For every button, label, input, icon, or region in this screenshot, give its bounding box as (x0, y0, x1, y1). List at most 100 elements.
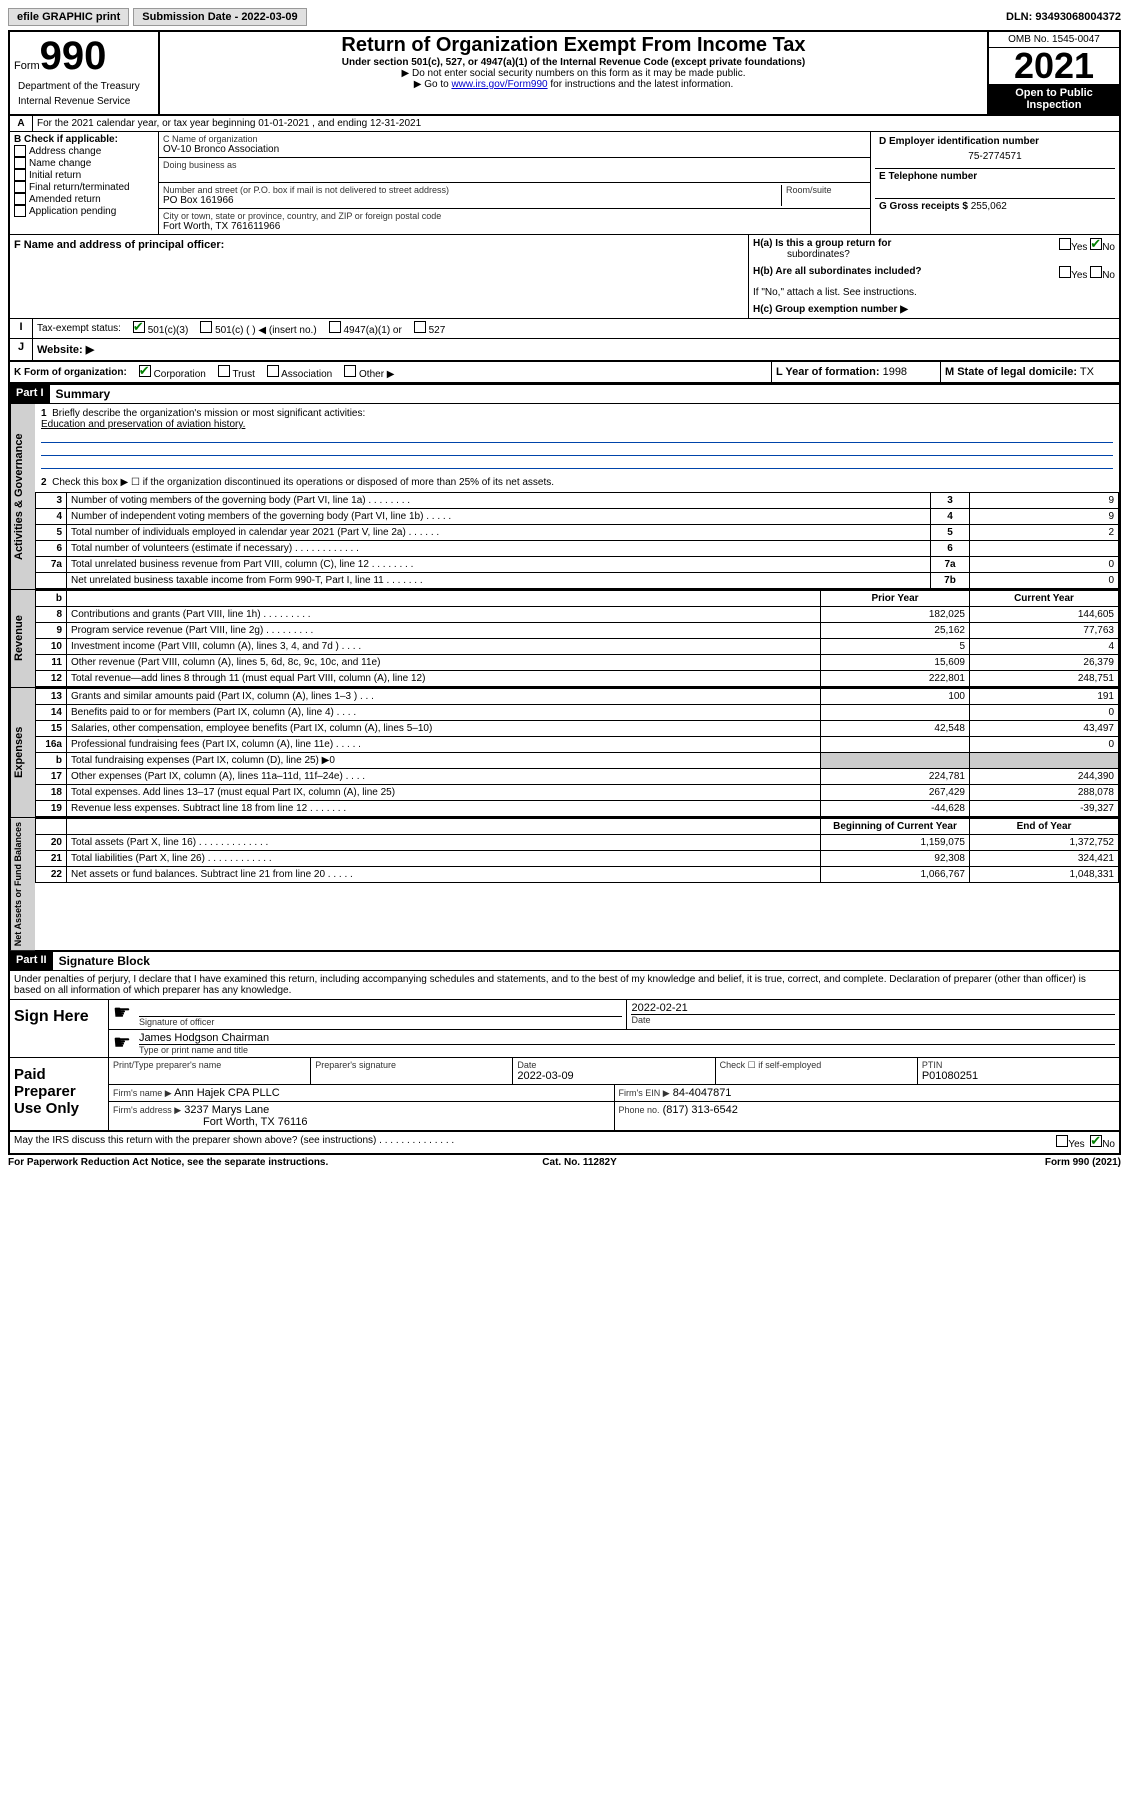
vert-rev: Revenue (10, 590, 35, 687)
cb-final-return[interactable] (14, 181, 26, 193)
box-k-label: K Form of organization: (14, 367, 127, 378)
irs-label: Internal Revenue Service (14, 94, 154, 109)
org-address: PO Box 161966 (163, 195, 781, 206)
firm-addr2: Fort Worth, TX 76116 (113, 1116, 308, 1128)
opt-name-change: Name change (29, 158, 91, 169)
blank-line (41, 456, 1113, 469)
box-e-label: E Telephone number (879, 171, 1111, 182)
year-formation: 1998 (883, 366, 907, 378)
discuss-no-label: No (1102, 1139, 1115, 1150)
tax-year: 2021 (989, 48, 1119, 84)
addr-label: Number and street (or P.O. box if mail i… (163, 185, 781, 195)
line1-label: Briefly describe the organization's miss… (52, 408, 365, 419)
instr-goto-pre: ▶ Go to (414, 79, 452, 90)
cb-amended[interactable] (14, 193, 26, 205)
opt-address-change: Address change (29, 146, 101, 157)
form990-link[interactable]: www.irs.gov/Form990 (451, 79, 547, 90)
box-c-name-label: C Name of organization (163, 134, 866, 144)
ha-sub: subordinates? (753, 249, 850, 260)
efile-button[interactable]: efile GRAPHIC print (8, 8, 129, 26)
hb-yes[interactable] (1059, 266, 1071, 278)
hc-label: H(c) Group exemption number ▶ (749, 301, 1119, 318)
opt-trust: Trust (232, 369, 254, 380)
cb-address-change[interactable] (14, 145, 26, 157)
city-label: City or town, state or province, country… (163, 211, 866, 221)
cb-4947[interactable] (329, 321, 341, 333)
pointer-icon: ☛ (109, 1030, 135, 1057)
box-d-label: D Employer identification number (879, 136, 1111, 147)
opt-4947: 4947(a)(1) or (343, 325, 401, 336)
vert-exp: Expenses (10, 688, 35, 817)
pra-notice: For Paperwork Reduction Act Notice, see … (8, 1157, 328, 1168)
officer-name: James Hodgson Chairman (139, 1032, 1115, 1044)
cb-other[interactable] (344, 365, 356, 377)
ha-no-label: No (1102, 242, 1115, 253)
hb-no-label: No (1102, 270, 1115, 281)
box-b-label: B Check if applicable: (14, 134, 154, 145)
dln-text: DLN: 93493068004372 (1006, 11, 1121, 23)
opt-assoc: Association (281, 369, 332, 380)
opt-501c: 501(c) ( ) ◀ (insert no.) (215, 325, 317, 336)
ptin-label: PTIN (922, 1060, 1115, 1070)
tax-exempt-label: Tax-exempt status: (37, 323, 121, 334)
hb-note: If "No," attach a list. See instructions… (749, 284, 1119, 301)
prep-date: 2022-03-09 (517, 1070, 710, 1082)
officer-sub: Type or print name and title (139, 1044, 1115, 1055)
cb-name-change[interactable] (14, 157, 26, 169)
discuss-no[interactable] (1090, 1135, 1102, 1147)
hb-yes-label: Yes (1071, 270, 1087, 281)
phone-label: Phone no. (619, 1105, 660, 1115)
firm-addr1: 3237 Marys Lane (184, 1104, 269, 1116)
phone-value: (817) 313-6542 (663, 1104, 738, 1116)
line1-text: Education and preservation of aviation h… (41, 419, 245, 430)
firm-ein: 84-4047871 (673, 1087, 732, 1099)
form-word: Form (14, 60, 40, 72)
opt-corp: Corporation (154, 369, 206, 380)
instr-ssn: ▶ Do not enter social security numbers o… (166, 68, 981, 79)
cb-app-pending[interactable] (14, 205, 26, 217)
self-emp-label: Check ☐ if self-employed (720, 1060, 913, 1071)
prep-name-label: Print/Type preparer's name (113, 1060, 306, 1070)
sign-here-label: Sign Here (10, 1000, 109, 1057)
cb-corp[interactable] (139, 365, 151, 377)
dept-treasury: Department of the Treasury (14, 79, 154, 94)
discuss-text: May the IRS discuss this return with the… (14, 1135, 1056, 1150)
sig-officer-label: Signature of officer (139, 1017, 623, 1027)
cb-trust[interactable] (218, 365, 230, 377)
prep-date-label: Date (517, 1060, 710, 1070)
discuss-yes-label: Yes (1068, 1139, 1084, 1150)
ha-no[interactable] (1090, 238, 1102, 250)
instr-goto-post: for instructions and the latest informat… (548, 79, 734, 90)
subtitle: Under section 501(c), 527, or 4947(a)(1)… (166, 57, 981, 68)
open-public-1: Open to Public (992, 87, 1116, 99)
cb-assoc[interactable] (267, 365, 279, 377)
gross-receipts: 255,062 (971, 201, 1007, 212)
cb-501c[interactable] (200, 321, 212, 333)
dba-label: Doing business as (163, 160, 866, 170)
cb-527[interactable] (414, 321, 426, 333)
cb-initial-return[interactable] (14, 169, 26, 181)
firm-name: Ann Hajek CPA PLLC (174, 1087, 280, 1099)
part1-header: Part I (10, 385, 50, 403)
discuss-yes[interactable] (1056, 1135, 1068, 1147)
blank-line (41, 430, 1113, 443)
submission-date-button[interactable]: Submission Date - 2022-03-09 (133, 8, 306, 26)
ein-value: 75-2774571 (879, 147, 1111, 166)
main-title: Return of Organization Exempt From Incom… (166, 34, 981, 57)
part2-title: Signature Block (53, 952, 156, 970)
penalties-text: Under penalties of perjury, I declare th… (10, 971, 1119, 1000)
box-l-label: L Year of formation: (776, 366, 880, 378)
part2-header: Part II (10, 952, 53, 970)
sig-date: 2022-02-21 (631, 1002, 1115, 1014)
ha-yes[interactable] (1059, 238, 1071, 250)
blank-line (41, 443, 1113, 456)
room-label: Room/suite (786, 185, 866, 195)
expenses-table: 13Grants and similar amounts paid (Part … (35, 688, 1119, 817)
hb-no[interactable] (1090, 266, 1102, 278)
cat-no: Cat. No. 11282Y (542, 1157, 616, 1168)
opt-other: Other ▶ (359, 369, 394, 380)
cb-501c3[interactable] (133, 321, 145, 333)
box-m-label: M State of legal domicile: (945, 366, 1077, 378)
opt-501c3: 501(c)(3) (148, 325, 189, 336)
org-name: OV-10 Bronco Association (163, 144, 866, 155)
